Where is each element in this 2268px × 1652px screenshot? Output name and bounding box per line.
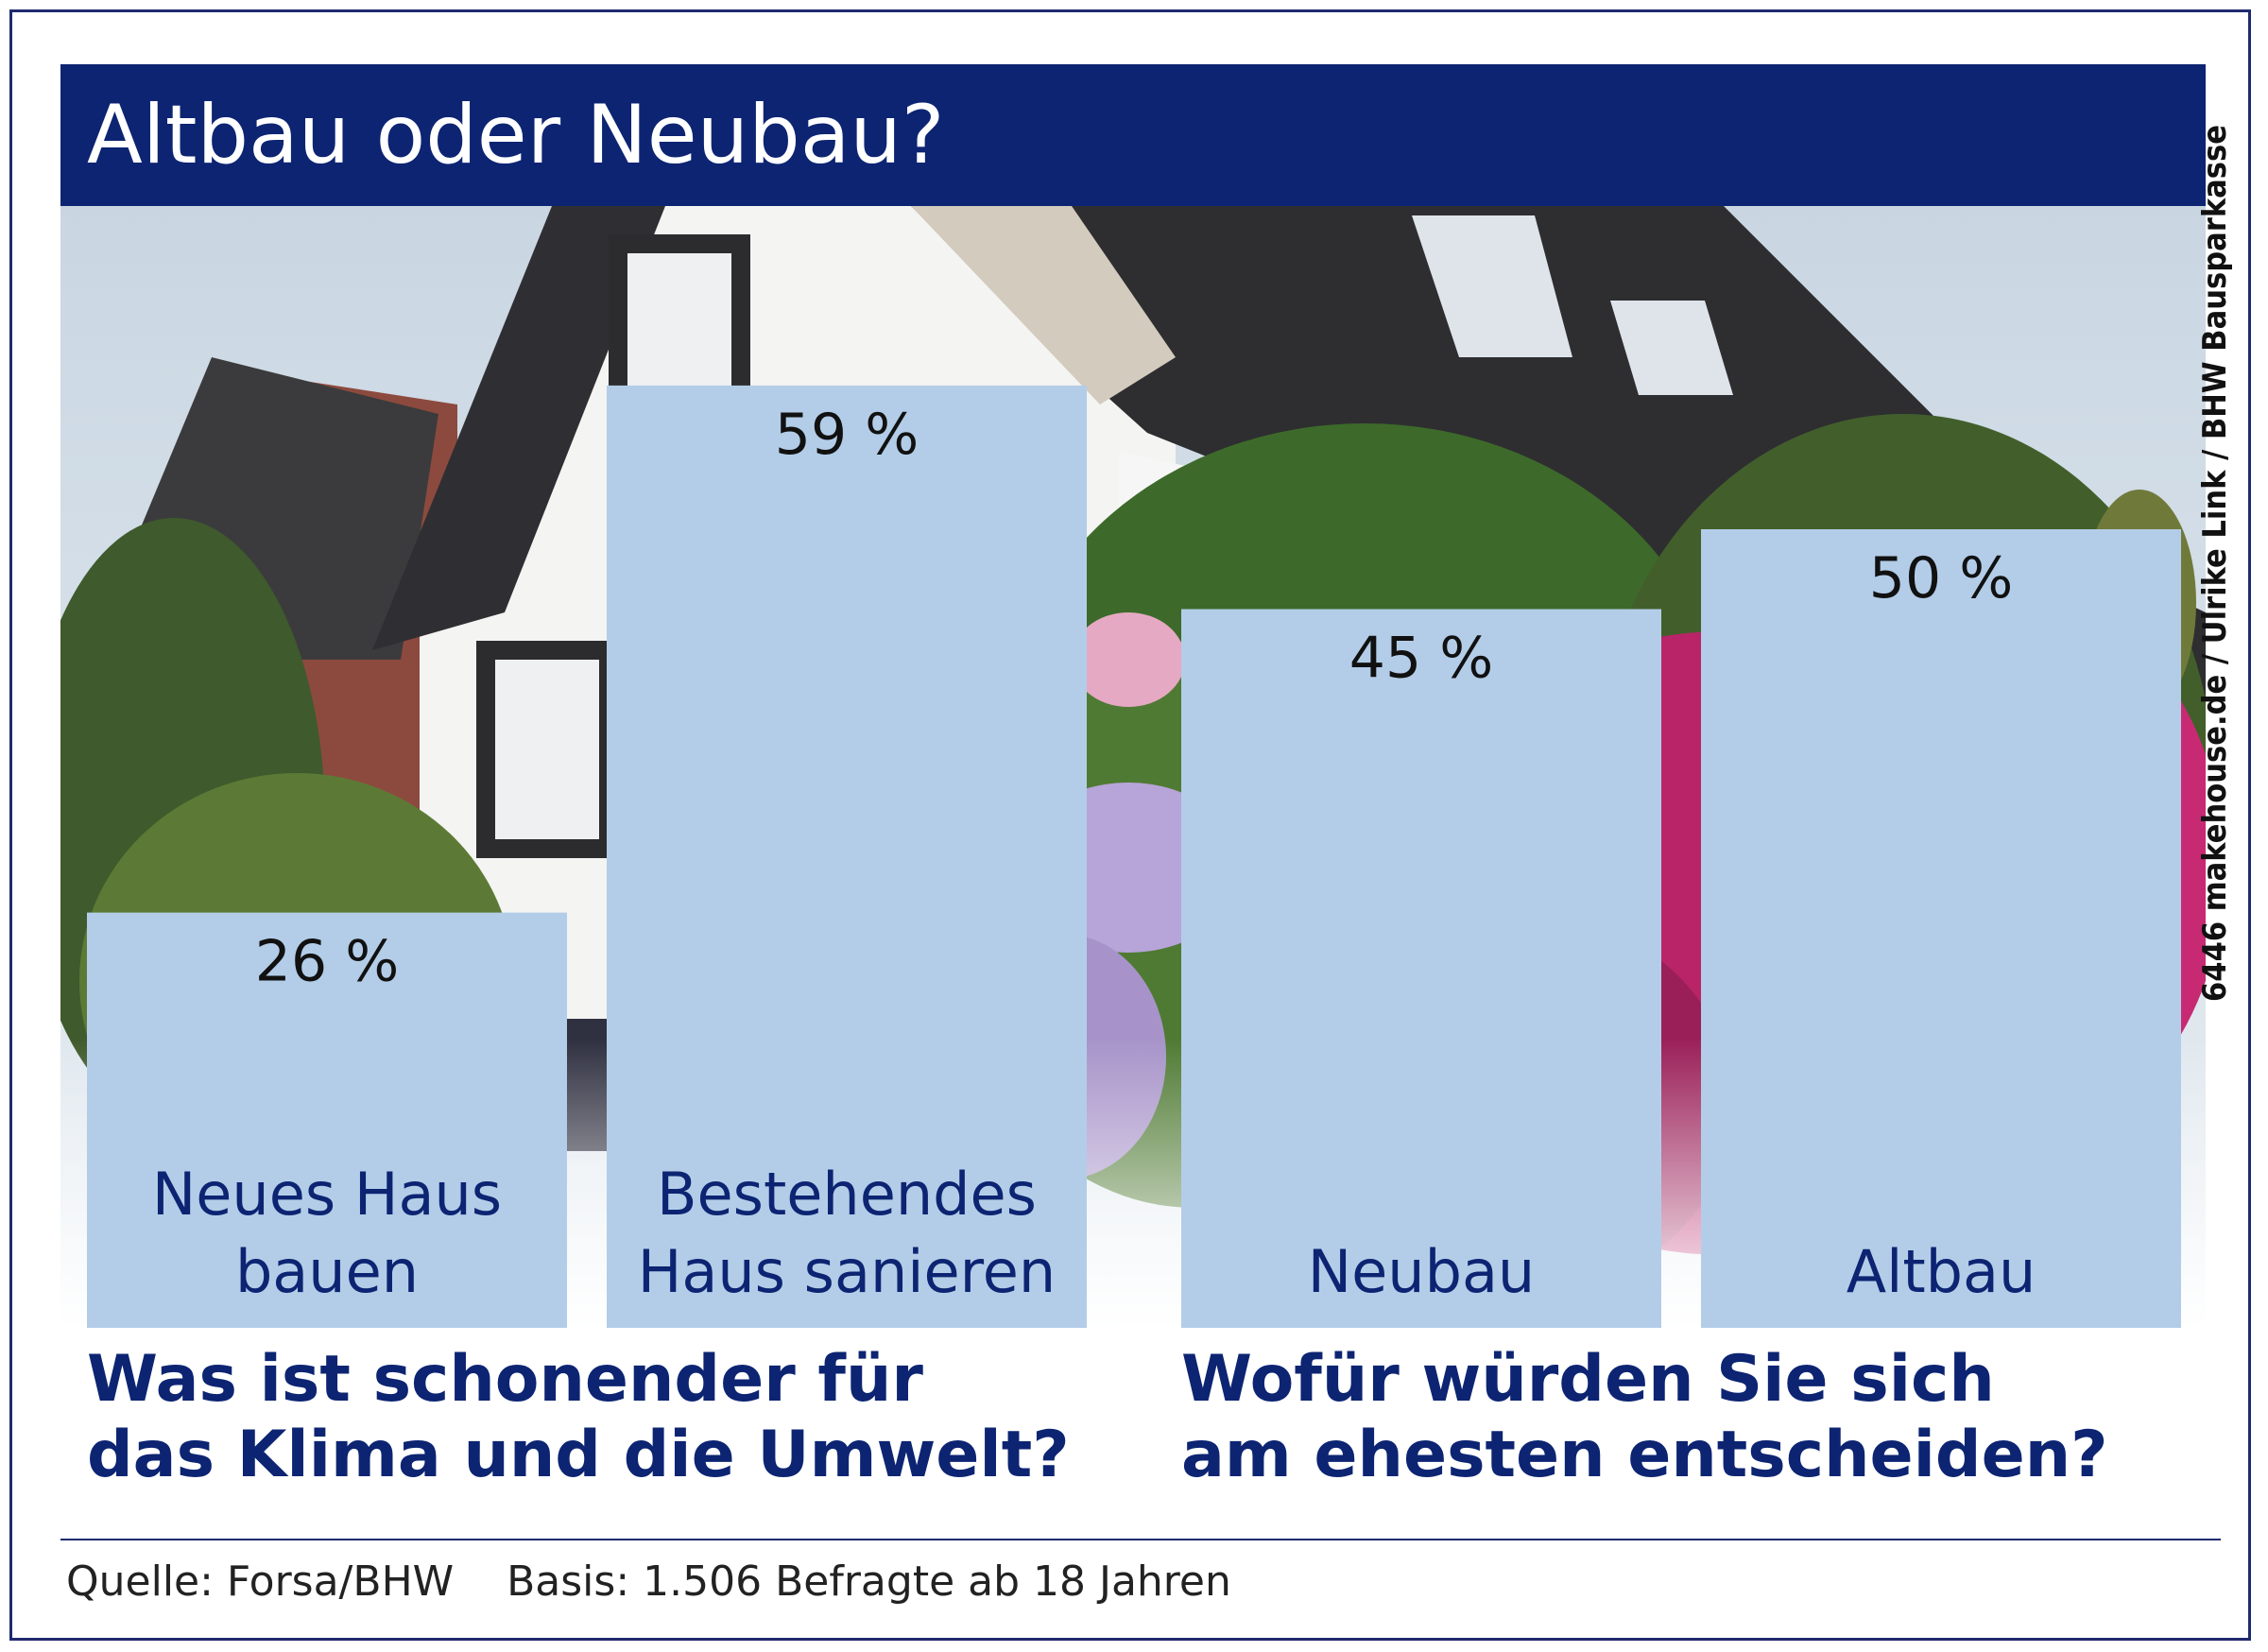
value-label-2-1: 45 % bbox=[1349, 626, 1493, 692]
chart-2-question-line-2: am ehesten entscheiden? bbox=[1181, 1418, 2108, 1492]
bar-1-2 bbox=[607, 385, 1087, 1328]
frame-border bbox=[9, 9, 2251, 1641]
divider-line bbox=[60, 1539, 2221, 1540]
bar-2-1 bbox=[1181, 609, 1661, 1328]
category-label-1-1-line-2: bauen bbox=[235, 1237, 419, 1306]
chart-2-question: Wofür würden Sie sich am ehesten entsche… bbox=[1181, 1342, 2108, 1493]
category-label-2-2-line-1: Altbau bbox=[1847, 1237, 2036, 1306]
title-bar: Altbau oder Neubau? bbox=[60, 64, 2206, 206]
value-label-1-1: 26 % bbox=[255, 929, 399, 995]
chart-1-question-line-2: das Klima und die Umwelt? bbox=[87, 1418, 1070, 1492]
bar-2-2 bbox=[1701, 529, 2181, 1328]
chart-1-question: Was ist schonender für das Klima und die… bbox=[87, 1342, 1070, 1493]
bars-layer: 26 % Neues Haus bauen 59 % Bestehendes Haus s… bbox=[87, 385, 2181, 1328]
value-label-2-2: 50 % bbox=[1869, 545, 2013, 611]
bar-1-1 bbox=[87, 912, 567, 1328]
category-label-1-1-line-1: Neues Haus bbox=[152, 1160, 502, 1229]
value-label-1-2: 59 % bbox=[775, 402, 919, 468]
chart-1-question-line-1: Was ist schonender für bbox=[87, 1342, 923, 1417]
category-label-1-2-line-1: Bestehendes bbox=[657, 1160, 1037, 1229]
chart-2-question-line-1: Wofür würden Sie sich bbox=[1181, 1342, 1995, 1417]
source-note: Quelle: Forsa/BHW Basis: 1.506 Befragte … bbox=[66, 1557, 1231, 1606]
category-label-1-2-line-2: Haus sanieren bbox=[638, 1237, 1056, 1306]
category-label-2-1-line-1: Neubau bbox=[1308, 1237, 1535, 1306]
chart-title: Altbau oder Neubau? bbox=[87, 88, 945, 182]
